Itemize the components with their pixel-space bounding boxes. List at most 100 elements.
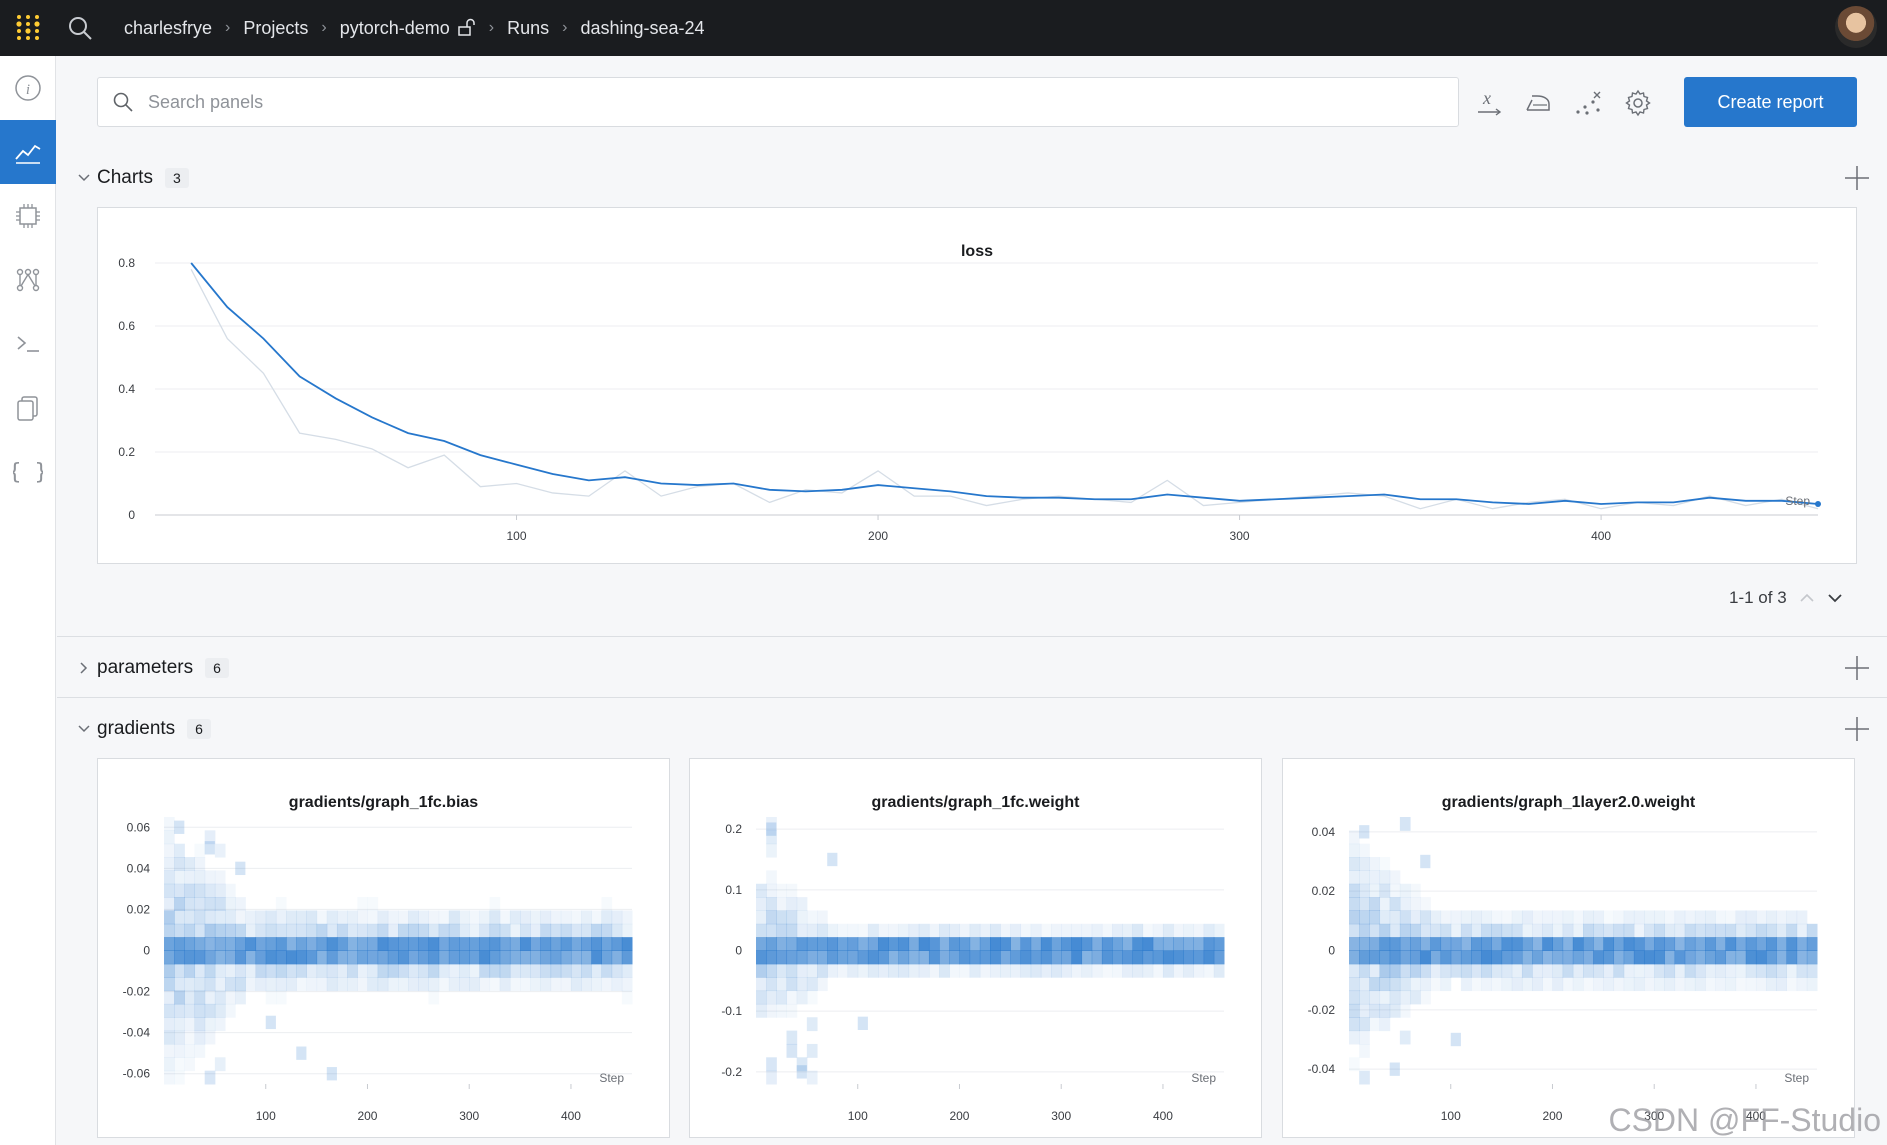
outliers-icon[interactable] [1569,84,1607,122]
sidebar-item-overview[interactable]: i [0,56,56,120]
histogram-cell [448,910,460,925]
histogram-cell [184,937,196,951]
sidebar-item-logs[interactable] [0,312,56,376]
histogram-cell [530,910,541,925]
histogram-cell [1633,950,1645,965]
chevron-up-icon[interactable] [1799,590,1815,606]
add-panel-plus-icon[interactable] [1841,713,1873,745]
y-tick-label: -0.06 [123,1067,151,1081]
histogram-cell [1349,990,1360,1005]
histogram-cell [520,923,531,938]
histogram-cell [1010,963,1022,978]
sidebar-item-files[interactable] [0,376,56,440]
histogram-outlier-cell [796,1065,807,1079]
histogram-cell [255,910,267,925]
histogram-cell [1501,910,1513,925]
histogram-cell [560,937,572,951]
histogram-cell [336,937,348,951]
chevron-right-icon[interactable] [57,661,97,675]
histogram-cell [1796,963,1808,978]
histogram-panel-fc-bias[interactable]: gradients/graph_1fc.bias 0.06 0.04 0.02 0 -0… [97,758,670,1138]
chevron-down-icon[interactable] [1827,590,1843,606]
breadcrumb-run[interactable]: dashing-sea-24 [580,17,705,38]
add-panel-plus-icon[interactable] [1841,652,1873,684]
breadcrumb-user[interactable]: charlesfrye [124,17,213,38]
histogram-cell [184,857,196,871]
histogram-cell [286,937,297,951]
histogram-cell [520,910,531,925]
breadcrumb-project[interactable]: pytorch-demo [339,17,450,38]
histogram-cell [1542,923,1553,938]
histogram-cell [857,963,869,978]
sidebar-item-system[interactable] [0,184,56,248]
histogram-cell [1410,950,1421,965]
histogram-cell [1460,937,1472,951]
histogram-cell [164,950,175,965]
histogram-cell [1481,923,1492,938]
settings-gear-icon[interactable] [1619,84,1657,122]
histogram-cell [756,883,767,898]
histogram-cell [1081,963,1093,978]
histogram-cell [225,963,236,978]
histogram-cell [1766,950,1777,965]
sidebar-item-artifacts[interactable]: { } [0,440,56,504]
histogram-cell [174,883,185,898]
histogram-panel-fc-weight[interactable]: gradients/graph_1fc.weight 0.2 0.1 0 -0.1 -0… [689,758,1262,1138]
histogram-cell [1705,950,1716,965]
histogram-cell [245,923,257,938]
histogram-cell [1725,937,1737,951]
histogram-cell [1173,963,1184,978]
histogram-cell [1755,937,1767,951]
histogram-cell [611,963,623,978]
section-parameters-header[interactable]: parameters 6 [57,648,1887,688]
search-input[interactable] [148,91,1428,113]
chart-panel-loss[interactable]: loss 0 0.2 0.4 0.6 0.8 100 200 300 400 Step [97,207,1857,564]
histogram-cell [1081,950,1093,965]
histogram-cell [1379,910,1391,925]
histogram-panel-layer2-weight[interactable]: gradients/graph_1layer2.0.weight 0.04 0.0… [1282,758,1855,1138]
histogram-cell [1511,977,1523,992]
histogram-cell [591,977,602,992]
histogram-cell [398,910,409,925]
section-charts-header[interactable]: Charts 3 [57,158,1887,198]
histogram-cell [194,910,206,925]
add-panel-plus-icon[interactable] [1841,162,1873,194]
histogram-cell [959,937,971,951]
unlock-icon[interactable] [456,18,476,38]
chevron-down-icon[interactable] [57,722,97,736]
y-tick-label: 0.02 [127,902,151,916]
section-title: parameters [97,657,194,678]
x-axis-settings-icon[interactable]: x [1470,84,1508,122]
histogram-cell [326,963,338,978]
sidebar-item-model[interactable] [0,248,56,312]
avatar[interactable] [1835,6,1877,48]
histogram-cell [1399,897,1411,911]
histogram-cell [766,963,777,978]
histogram-cell [1061,937,1072,951]
breadcrumb-projects[interactable]: Projects [243,17,309,38]
histogram-cell [204,1003,216,1018]
histogram-cell [1776,923,1787,938]
histogram-cell [888,963,899,978]
histogram-cell [1471,937,1482,951]
histogram-cell [1766,977,1777,992]
section-gradients-header[interactable]: gradients 6 [57,709,1887,749]
chevron-down-icon[interactable] [57,171,97,185]
histogram-cell [766,923,777,938]
smoothing-iron-icon[interactable] [1519,84,1557,122]
histogram-cell [1051,923,1062,938]
histogram-cell [509,923,521,938]
sidebar-item-charts[interactable] [0,120,56,184]
create-report-button[interactable]: Create report [1684,77,1857,127]
histogram-cell [214,910,226,925]
histogram-cell [1379,923,1391,938]
histogram-cell [326,937,338,951]
histogram-cell [418,977,430,992]
histogram-cell [1583,977,1594,992]
wandb-logo-icon[interactable] [0,0,56,56]
histogram-outlier-cell [1389,1062,1400,1076]
global-search-icon[interactable] [56,0,104,56]
histogram-cell [1613,910,1625,925]
breadcrumb-runs[interactable]: Runs [507,17,550,38]
histogram-cell [255,923,267,938]
